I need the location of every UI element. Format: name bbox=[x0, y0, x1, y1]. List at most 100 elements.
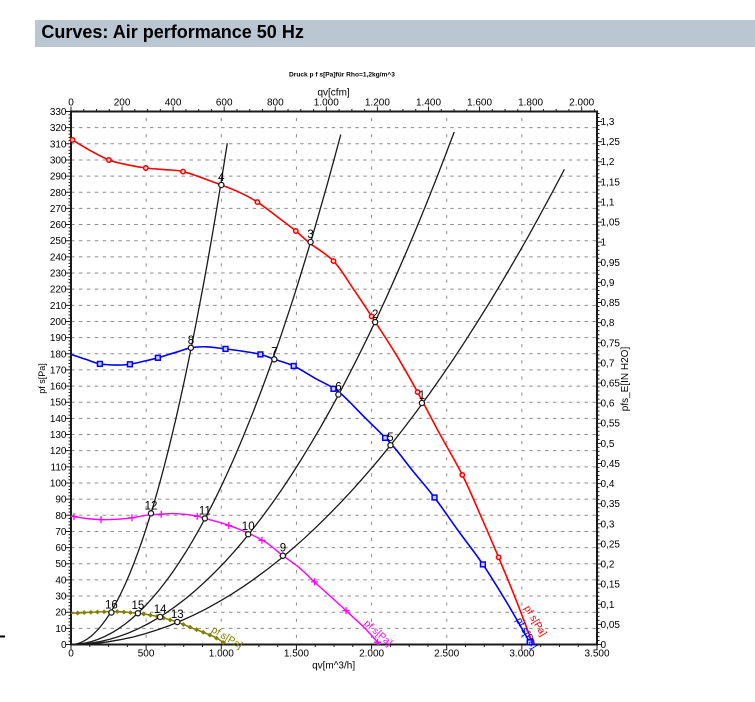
svg-text:0,6: 0,6 bbox=[601, 399, 615, 410]
svg-text:1.800: 1.800 bbox=[518, 98, 543, 109]
svg-text:230: 230 bbox=[50, 269, 67, 280]
svg-text:0: 0 bbox=[601, 640, 607, 651]
svg-text:0,1: 0,1 bbox=[601, 600, 615, 611]
svg-text:qv[m^3/h]: qv[m^3/h] bbox=[312, 661, 355, 672]
svg-text:6: 6 bbox=[335, 382, 341, 394]
svg-text:1,2: 1,2 bbox=[601, 157, 615, 168]
svg-text:2: 2 bbox=[372, 309, 378, 321]
svg-text:1.500: 1.500 bbox=[284, 649, 309, 660]
svg-text:1: 1 bbox=[419, 390, 425, 402]
svg-text:0: 0 bbox=[61, 640, 67, 651]
svg-text:260: 260 bbox=[50, 220, 67, 231]
svg-text:1.000: 1.000 bbox=[209, 649, 234, 660]
svg-text:0,65: 0,65 bbox=[601, 379, 621, 390]
svg-text:0,25: 0,25 bbox=[601, 539, 621, 550]
svg-text:1: 1 bbox=[601, 238, 607, 249]
svg-text:3.500: 3.500 bbox=[584, 649, 609, 660]
svg-text:150: 150 bbox=[50, 398, 67, 409]
svg-text:800: 800 bbox=[267, 98, 284, 109]
svg-text:50: 50 bbox=[55, 559, 67, 570]
svg-text:10: 10 bbox=[242, 521, 255, 533]
svg-text:80: 80 bbox=[55, 511, 67, 522]
svg-text:1.200: 1.200 bbox=[365, 98, 390, 109]
svg-text:220: 220 bbox=[50, 285, 67, 296]
svg-text:3.000: 3.000 bbox=[509, 649, 534, 660]
svg-text:210: 210 bbox=[50, 301, 67, 312]
svg-text:pf s[Pa]: pf s[Pa] bbox=[37, 363, 47, 394]
svg-text:0,75: 0,75 bbox=[601, 338, 621, 349]
svg-text:140: 140 bbox=[50, 414, 67, 425]
svg-text:90: 90 bbox=[55, 495, 67, 506]
svg-text:600: 600 bbox=[216, 98, 233, 109]
svg-text:300: 300 bbox=[50, 156, 67, 167]
svg-text:320: 320 bbox=[50, 123, 67, 134]
svg-text:Druck p f s[Pa]für Rho=1,2kg/m: Druck p f s[Pa]für Rho=1,2kg/m^3 bbox=[289, 71, 395, 79]
svg-text:5: 5 bbox=[387, 432, 393, 444]
svg-text:100: 100 bbox=[50, 479, 67, 490]
svg-text:16: 16 bbox=[105, 600, 118, 612]
svg-text:30: 30 bbox=[55, 592, 67, 603]
svg-text:8: 8 bbox=[188, 335, 194, 347]
svg-text:1,15: 1,15 bbox=[601, 177, 621, 188]
svg-text:10: 10 bbox=[55, 624, 67, 635]
svg-text:0,85: 0,85 bbox=[601, 298, 621, 309]
svg-text:2.000: 2.000 bbox=[569, 98, 594, 109]
svg-text:330: 330 bbox=[50, 107, 67, 118]
svg-text:250: 250 bbox=[50, 236, 67, 247]
svg-text:180: 180 bbox=[50, 349, 67, 360]
svg-text:1,1: 1,1 bbox=[601, 198, 615, 209]
svg-text:0: 0 bbox=[68, 98, 74, 109]
svg-text:13: 13 bbox=[171, 609, 184, 621]
svg-text:0,3: 0,3 bbox=[601, 519, 615, 530]
svg-text:12: 12 bbox=[145, 500, 158, 512]
svg-text:160: 160 bbox=[50, 382, 67, 393]
svg-text:60: 60 bbox=[55, 543, 67, 554]
svg-text:40: 40 bbox=[55, 575, 67, 586]
svg-text:0,4: 0,4 bbox=[601, 479, 615, 490]
svg-text:0,15: 0,15 bbox=[601, 580, 621, 591]
svg-text:11: 11 bbox=[199, 505, 211, 517]
svg-text:500: 500 bbox=[138, 649, 155, 660]
svg-text:pfs_E[IN H2O]: pfs_E[IN H2O] bbox=[620, 347, 631, 412]
svg-text:1.600: 1.600 bbox=[467, 98, 492, 109]
svg-text:0,2: 0,2 bbox=[601, 560, 615, 571]
svg-text:310: 310 bbox=[50, 139, 67, 150]
svg-text:200: 200 bbox=[114, 98, 131, 109]
svg-text:170: 170 bbox=[50, 365, 67, 376]
svg-text:0,45: 0,45 bbox=[601, 459, 621, 470]
svg-text:15: 15 bbox=[132, 600, 145, 612]
svg-text:0,9: 0,9 bbox=[601, 278, 615, 289]
svg-text:9: 9 bbox=[280, 543, 286, 555]
svg-text:qv[cfm]: qv[cfm] bbox=[317, 88, 349, 99]
svg-text:240: 240 bbox=[50, 252, 67, 263]
svg-text:110: 110 bbox=[51, 462, 67, 473]
svg-text:0,35: 0,35 bbox=[601, 499, 621, 510]
svg-text:290: 290 bbox=[50, 172, 67, 183]
svg-text:0,95: 0,95 bbox=[601, 258, 621, 269]
svg-text:4: 4 bbox=[218, 172, 225, 184]
svg-text:0,55: 0,55 bbox=[601, 419, 621, 430]
svg-text:14: 14 bbox=[154, 604, 167, 616]
svg-text:70: 70 bbox=[55, 527, 67, 538]
svg-text:2.500: 2.500 bbox=[434, 649, 459, 660]
svg-text:1,05: 1,05 bbox=[601, 218, 621, 229]
svg-text:280: 280 bbox=[50, 188, 67, 199]
svg-text:20: 20 bbox=[55, 608, 67, 619]
svg-text:270: 270 bbox=[50, 204, 67, 215]
svg-text:0: 0 bbox=[68, 649, 74, 660]
svg-text:0,8: 0,8 bbox=[601, 318, 615, 329]
svg-text:0,05: 0,05 bbox=[601, 620, 621, 631]
svg-text:3: 3 bbox=[307, 229, 313, 241]
svg-text:1,3: 1,3 bbox=[601, 117, 615, 128]
svg-text:0,7: 0,7 bbox=[601, 358, 615, 369]
svg-text:190: 190 bbox=[50, 333, 67, 344]
svg-text:2.000: 2.000 bbox=[359, 649, 384, 660]
svg-text:1.000: 1.000 bbox=[314, 98, 339, 109]
svg-text:7: 7 bbox=[271, 346, 277, 358]
svg-text:200: 200 bbox=[50, 317, 67, 328]
svg-text:400: 400 bbox=[165, 98, 182, 109]
svg-text:130: 130 bbox=[50, 430, 67, 441]
svg-text:1.400: 1.400 bbox=[416, 98, 441, 109]
svg-text:0,5: 0,5 bbox=[601, 439, 615, 450]
svg-text:1,25: 1,25 bbox=[601, 137, 621, 148]
